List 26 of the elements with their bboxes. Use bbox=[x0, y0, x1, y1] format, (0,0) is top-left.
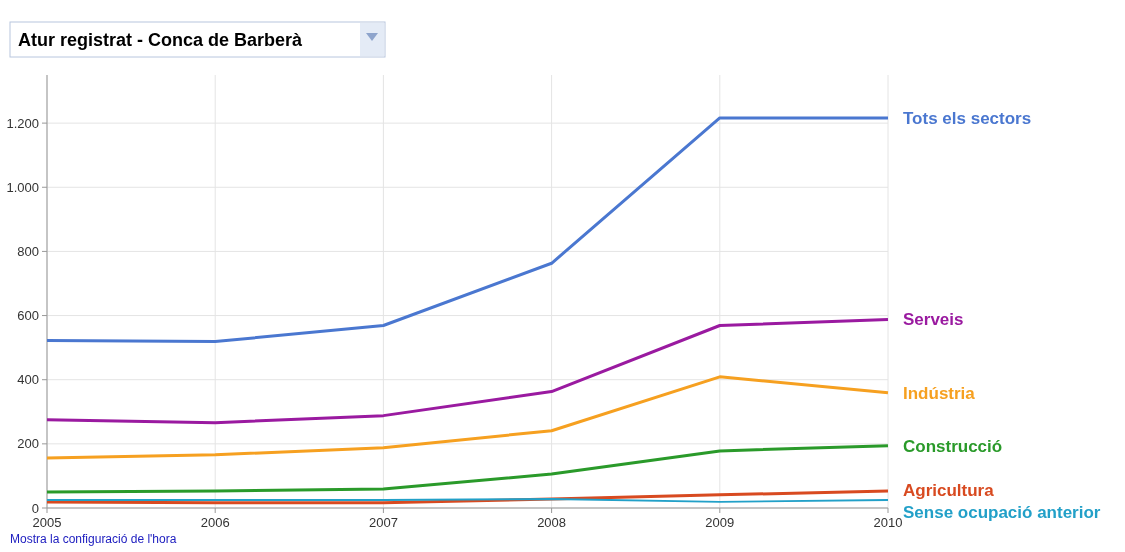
x-tick-label: 2010 bbox=[873, 515, 903, 530]
x-tick-label: 2005 bbox=[32, 515, 62, 530]
y-tick-label: 1.200 bbox=[6, 115, 39, 131]
x-tick-label: 2006 bbox=[200, 515, 230, 530]
line-series bbox=[45, 444, 890, 494]
x-tick-label: 2008 bbox=[537, 515, 567, 530]
series-label: Construcció bbox=[903, 436, 1003, 456]
series-label: Serveis bbox=[903, 310, 964, 330]
chart-title: Atur registrat - Conca de Barberà bbox=[18, 30, 304, 50]
y-tick-label: 200 bbox=[17, 436, 39, 452]
y-tick-label: 600 bbox=[17, 308, 39, 324]
series-label: Sense ocupació anterior bbox=[903, 502, 1101, 522]
line-series bbox=[45, 317, 890, 425]
x-tick-label: 2009 bbox=[705, 515, 735, 530]
line-series bbox=[45, 116, 890, 344]
y-tick-label: 400 bbox=[17, 372, 39, 388]
x-tick-label: 2007 bbox=[368, 515, 398, 530]
series-label: Tots els sectors bbox=[903, 108, 1032, 128]
y-tick-label: 1.000 bbox=[6, 179, 39, 195]
y-tick-label: 800 bbox=[17, 243, 39, 259]
text: Mostra la configuració de l'hora bbox=[10, 532, 177, 546]
y-tick-label: 0 bbox=[31, 500, 39, 516]
series-label: Indústria bbox=[903, 383, 976, 403]
line-series bbox=[45, 375, 890, 460]
line-series bbox=[45, 489, 890, 505]
series-label: Agricultura bbox=[903, 480, 995, 500]
